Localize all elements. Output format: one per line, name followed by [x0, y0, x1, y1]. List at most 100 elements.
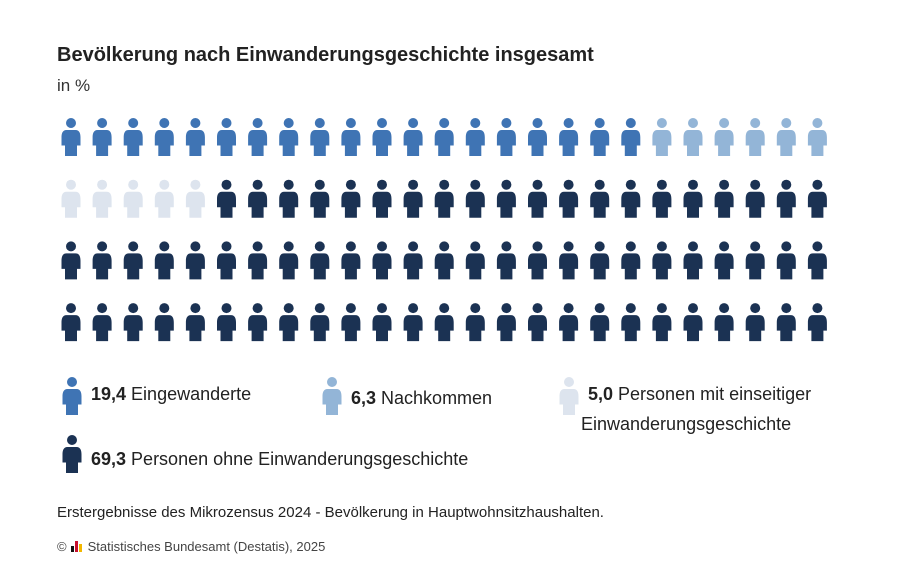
person-icon-ohne — [807, 241, 827, 280]
legend-item-eingewanderte: 19,4 Eingewanderte — [61, 375, 251, 419]
person-icon-ohne — [61, 241, 81, 280]
legend-swatch-nachkommen — [322, 377, 342, 415]
person-icon-ohne — [465, 303, 485, 342]
person-icon-ohne — [123, 241, 143, 280]
person-icon-ohne — [528, 179, 547, 218]
person-icon-eingewanderte — [465, 118, 485, 156]
person-icon-eingewanderte — [279, 118, 299, 156]
person-icon-ohne — [217, 241, 236, 280]
person-icon-eingewanderte — [310, 118, 330, 156]
person-icon-eingewanderte — [496, 118, 516, 156]
person-icon-einseitig — [185, 179, 205, 218]
person-icon-ohne — [403, 241, 423, 280]
person-icon-ohne — [185, 303, 205, 342]
person-icon-ohne — [372, 241, 392, 280]
legend-label-ohne: Personen ohne Einwanderungsgeschichte — [131, 449, 469, 469]
person-icon-ohne — [652, 241, 672, 280]
person-icon-ohne — [61, 303, 81, 342]
person-icon-ohne — [496, 241, 516, 280]
person-icon-ohne — [528, 303, 547, 342]
person-icon-eingewanderte — [248, 118, 268, 156]
person-icon-ohne — [123, 303, 143, 342]
person-icon-eingewanderte — [372, 118, 392, 156]
legend-value-eingewanderte: 19,4 — [91, 384, 127, 404]
person-icon-eingewanderte — [528, 118, 547, 156]
person-icon-ohne — [372, 303, 392, 342]
person-icon-ohne — [341, 179, 361, 218]
legend-swatch-eingewanderte — [62, 377, 82, 415]
person-icon-einseitig — [61, 179, 81, 218]
person-icon-eingewanderte — [154, 118, 174, 156]
person-icon-ohne — [185, 241, 205, 280]
legend-label-eingewanderte: Eingewanderte — [131, 384, 252, 404]
source-text: Statistisches Bundesamt (Destatis), 2025 — [87, 539, 326, 554]
person-icon-ohne — [92, 303, 112, 342]
person-icon-ohne — [310, 303, 330, 342]
person-icon-ohne — [434, 241, 454, 280]
person-icon-ohne — [154, 241, 174, 280]
person-icon-eingewanderte — [590, 118, 610, 156]
source-line: © Statistisches Bundesamt (Destatis), 20… — [57, 539, 325, 554]
person-icon-ohne — [217, 179, 236, 218]
person-icon — [322, 377, 342, 415]
person-icon-ohne — [559, 303, 579, 342]
legend-swatch-ohne — [62, 435, 82, 473]
person-icon-ohne — [590, 241, 610, 280]
person-icon-ohne — [248, 241, 268, 280]
person-icon-ohne — [745, 241, 765, 280]
person-icon-eingewanderte — [403, 118, 423, 156]
person-icon-ohne — [621, 241, 641, 280]
footnote: Erstergebnisse des Mikrozensus 2024 - Be… — [57, 504, 604, 521]
person-icon-ohne — [403, 179, 423, 218]
person-icon-ohne — [496, 179, 516, 218]
person-icon-nachkommen — [714, 118, 734, 156]
person-icon-ohne — [465, 241, 485, 280]
pictogram-chart — [61, 118, 827, 342]
person-icon-nachkommen — [776, 118, 796, 156]
legend-label-nachkommen: Nachkommen — [381, 388, 493, 408]
person-icon-eingewanderte — [217, 118, 236, 156]
person-icon-eingewanderte — [92, 118, 112, 156]
person-icon-ohne — [496, 303, 516, 342]
person-icon-ohne — [154, 303, 174, 342]
person-icon-einseitig — [154, 179, 174, 218]
person-icon-ohne — [652, 179, 672, 218]
legend-item-einseitig: 5,0 Personen mit einseitiger Einwanderung… — [558, 375, 811, 439]
chart-title: Bevölkerung nach Einwanderungsgeschichte… — [57, 44, 594, 66]
legend-label-einseitig-line1: Personen mit einseitiger — [618, 384, 812, 404]
legend-swatch-einseitig — [559, 377, 579, 415]
person-icon-nachkommen — [745, 118, 765, 156]
person-icon-ohne — [683, 241, 703, 280]
person-icon-ohne — [590, 303, 610, 342]
legend-value-nachkommen: 6,3 — [351, 388, 377, 408]
legend-value-ohne: 69,3 — [91, 449, 127, 469]
person-icon-eingewanderte — [185, 118, 205, 156]
person-icon-ohne — [279, 179, 299, 218]
copyright-symbol: © — [57, 539, 67, 554]
person-icon-ohne — [279, 241, 299, 280]
destatis-logo-icon — [70, 541, 83, 552]
person-icon-ohne — [621, 179, 641, 218]
person-icon-ohne — [217, 303, 236, 342]
person-icon — [62, 435, 82, 473]
person-icon-ohne — [807, 179, 827, 218]
person-icon-ohne — [776, 241, 796, 280]
person-icon-einseitig — [123, 179, 143, 218]
person-icon — [62, 377, 82, 415]
legend-item-nachkommen: 6,3 Nachkommen — [321, 375, 492, 421]
person-icon-ohne — [465, 179, 485, 218]
person-icon-ohne — [683, 179, 703, 218]
person-icon-ohne — [310, 241, 330, 280]
person-icon-ohne — [745, 303, 765, 342]
person-icon-nachkommen — [652, 118, 672, 156]
person-icon-ohne — [403, 303, 423, 342]
legend-value-einseitig: 5,0 — [588, 384, 614, 404]
person-icon-ohne — [714, 241, 734, 280]
person-icon-ohne — [341, 241, 361, 280]
person-icon-ohne — [528, 241, 547, 280]
person-icon-ohne — [807, 303, 827, 342]
person-icon-eingewanderte — [434, 118, 454, 156]
person-icon-ohne — [248, 303, 268, 342]
person-icon-ohne — [372, 179, 392, 218]
person-icon-eingewanderte — [341, 118, 361, 156]
